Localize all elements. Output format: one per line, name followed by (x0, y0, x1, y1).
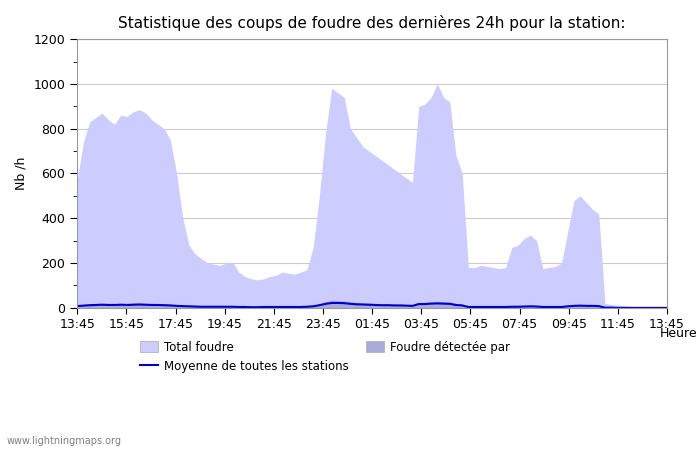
X-axis label: Heure: Heure (660, 327, 698, 340)
Title: Statistique des coups de foudre des dernières 24h pour la station:: Statistique des coups de foudre des dern… (118, 15, 626, 31)
Y-axis label: Nb /h: Nb /h (15, 157, 28, 190)
Text: www.lightningmaps.org: www.lightningmaps.org (7, 436, 122, 446)
Legend: Total foudre, Moyenne de toutes les stations, Foudre détectée par: Total foudre, Moyenne de toutes les stat… (135, 336, 514, 377)
